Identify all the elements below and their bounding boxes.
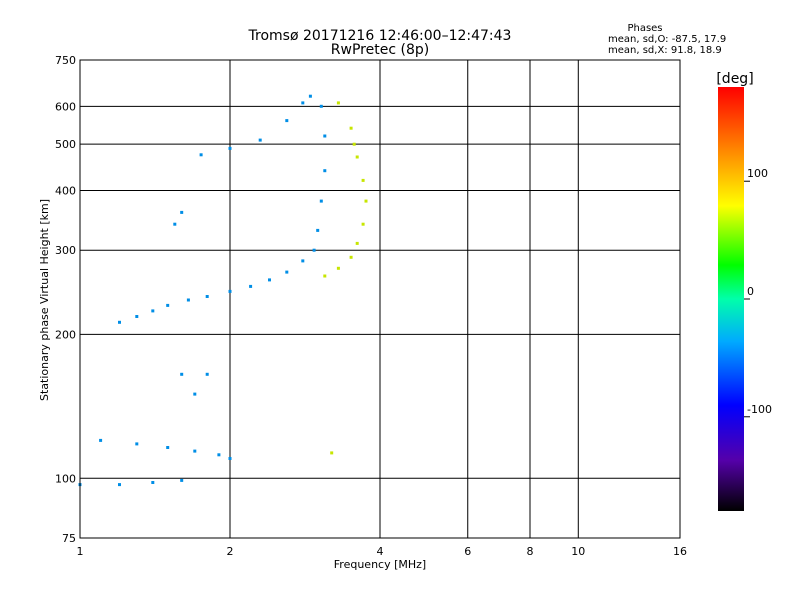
data-point <box>180 478 184 482</box>
data-point <box>355 155 359 159</box>
colorbar-ticks: 100 0 -100 <box>744 167 772 418</box>
stats-heading: Phases <box>627 23 662 34</box>
data-point <box>99 438 103 442</box>
data-point <box>364 199 368 203</box>
y-tick-labels: 75 100 200 300 400 500 600 750 <box>55 54 76 545</box>
data-point <box>118 320 121 324</box>
data-point <box>349 126 353 130</box>
plot-frame <box>79 59 681 539</box>
data-point <box>166 303 170 307</box>
x-tick-label: 10 <box>571 545 585 558</box>
data-point <box>166 446 170 449</box>
data-point <box>135 315 139 318</box>
data-point <box>312 248 316 252</box>
data-point <box>258 138 262 142</box>
colorbar-tick-label: 100 <box>747 167 768 180</box>
data-point <box>151 481 155 484</box>
data-point <box>301 101 305 105</box>
data-point <box>151 309 155 313</box>
x-tick-label: 8 <box>527 545 534 558</box>
y-tick-label: 500 <box>55 138 76 151</box>
data-point <box>349 255 353 259</box>
y-tick-label: 300 <box>55 244 76 257</box>
data-point <box>217 453 221 457</box>
data-point <box>323 274 327 278</box>
y-tick-label: 600 <box>55 100 76 113</box>
y-tick-label: 750 <box>55 54 76 67</box>
x-tick-label: 6 <box>464 545 471 558</box>
x-axis-label: Frequency [MHz] <box>334 558 426 571</box>
data-point <box>308 94 312 98</box>
grid-lines <box>80 60 680 538</box>
stats-line-x: mean, sd,X: 91.8, 18.9 <box>608 45 722 56</box>
x-tick-label: 2 <box>227 545 234 558</box>
x-tick-label: 1 <box>77 545 84 558</box>
data-point <box>228 457 232 460</box>
data-points <box>78 94 368 487</box>
data-point <box>330 451 334 455</box>
x-tick-labels: 1 2 4 6 8 10 16 <box>77 545 688 558</box>
data-point <box>268 278 271 282</box>
data-point <box>228 146 232 150</box>
data-point <box>249 284 253 288</box>
data-point <box>173 222 177 226</box>
data-point <box>186 298 190 302</box>
chart-title: Tromsø 20171216 12:46:00–12:47:43 <box>248 28 512 44</box>
data-point <box>316 228 320 232</box>
chart-subtitle: RwPretec (8p) <box>331 42 429 58</box>
data-point <box>228 289 232 293</box>
data-point <box>352 142 356 146</box>
y-tick-label: 100 <box>55 472 76 485</box>
data-point <box>205 372 209 376</box>
data-point <box>193 392 197 396</box>
colorbar-tick-label: -100 <box>747 403 772 416</box>
data-point <box>319 104 323 108</box>
data-point <box>301 259 305 263</box>
data-point <box>285 270 289 274</box>
x-tick-label: 4 <box>377 545 384 558</box>
data-point <box>361 178 365 182</box>
data-point <box>180 372 184 376</box>
y-axis-label: Stationary phase Virtual Height [km] <box>38 199 51 401</box>
data-point <box>319 199 323 203</box>
data-point <box>336 101 340 105</box>
data-point <box>135 442 139 446</box>
data-point <box>361 222 365 226</box>
colorbar-tick-label: 0 <box>747 285 754 298</box>
data-point <box>199 153 203 157</box>
data-point <box>118 483 121 487</box>
y-tick-label: 200 <box>55 328 76 341</box>
stats-line-o: mean, sd,O: -87.5, 17.9 <box>608 34 726 45</box>
data-point <box>323 134 327 138</box>
colorbar <box>718 87 744 511</box>
x-tick-label: 16 <box>673 545 687 558</box>
data-point <box>205 295 209 298</box>
data-point <box>323 169 327 173</box>
data-point <box>180 210 184 214</box>
data-point <box>285 119 289 123</box>
data-point <box>336 266 340 270</box>
colorbar-label: [deg] <box>716 71 753 87</box>
data-point <box>193 449 197 453</box>
y-tick-label: 400 <box>55 184 76 197</box>
y-tick-label: 75 <box>62 532 76 545</box>
data-point <box>355 241 359 245</box>
